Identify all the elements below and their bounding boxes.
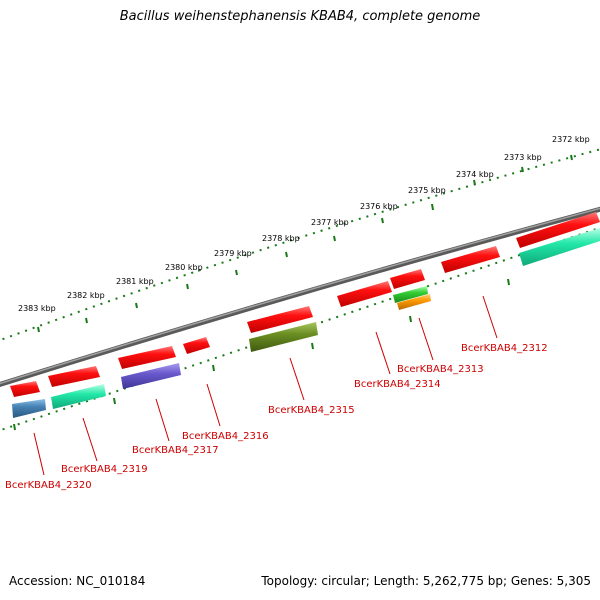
kbp-label: 2372 kbp <box>552 135 590 144</box>
kbp-label: 2376 kbp <box>360 202 398 211</box>
kbp-label: 2379 kbp <box>214 249 252 258</box>
kbp-label: 2378 kbp <box>262 234 300 243</box>
topology-text: Topology: circular; Length: 5,262,775 bp… <box>261 574 591 588</box>
gene-label-2312: BcerKBAB4_2312 <box>461 343 548 354</box>
gene-label-2314: BcerKBAB4_2314 <box>354 379 441 390</box>
inner-major-ticks <box>13 278 510 431</box>
kbp-label: 2373 kbp <box>504 153 542 162</box>
kbp-label: 2383 kbp <box>18 304 56 313</box>
gene-label-2316: BcerKBAB4_2316 <box>182 431 269 442</box>
gene-label-2320: BcerKBAB4_2320 <box>5 480 92 491</box>
gene-features-secondary <box>12 228 600 418</box>
genome-backbone <box>0 206 600 388</box>
kbp-label: 2380 kbp <box>165 263 203 272</box>
kbp-label: 2375 kbp <box>408 186 446 195</box>
gene-label-2317: BcerKBAB4_2317 <box>132 445 219 456</box>
gene-label-2315: BcerKBAB4_2315 <box>268 405 355 416</box>
genome-backbone-highlight <box>0 207 600 385</box>
kbp-label: 2377 kbp <box>311 218 349 227</box>
gene-label-2319: BcerKBAB4_2319 <box>61 464 148 475</box>
outer-major-ticks <box>37 154 573 333</box>
gene-features-forward <box>10 212 600 397</box>
gene-label-2313: BcerKBAB4_2313 <box>397 364 484 375</box>
label-leader-lines <box>33 295 498 476</box>
kbp-label: 2374 kbp <box>456 170 494 179</box>
accession-text: Accession: NC_010184 <box>9 574 146 588</box>
map-title: Bacillus weihenstephanensis KBAB4, compl… <box>119 9 481 24</box>
kbp-label: 2382 kbp <box>67 291 105 300</box>
kbp-label: 2381 kbp <box>116 277 154 286</box>
